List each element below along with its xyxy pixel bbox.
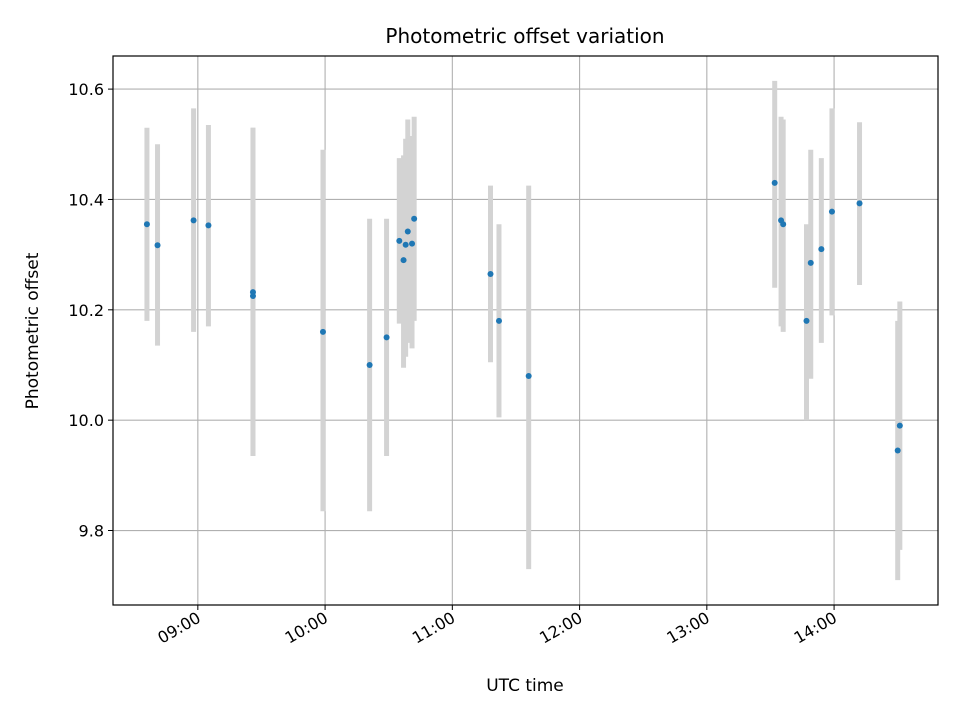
y-axis-title: Photometric offset [23,252,43,409]
y-tick-label: 9.8 [79,522,104,541]
data-point [396,237,403,244]
data-point [409,240,416,247]
data-point [780,221,787,228]
data-point [383,334,390,341]
data-point [205,222,212,229]
data-point [143,221,150,228]
y-tick-label: 10.0 [68,411,104,430]
y-tick-label: 10.6 [68,80,104,99]
data-point [807,259,814,266]
data-point [154,242,161,249]
data-point [411,215,418,222]
data-point [894,447,901,454]
data-point [487,270,494,277]
data-point [402,241,409,248]
data-point [249,293,256,300]
data-point [495,317,502,324]
y-tick-label: 10.4 [68,190,104,209]
data-point [896,422,903,429]
data-point [525,373,532,380]
data-point [190,217,197,224]
data-point [404,228,411,235]
data-point [771,179,778,186]
data-markers [143,179,903,454]
y-tick-label: 10.2 [68,301,104,320]
plot-area [113,56,938,605]
data-point [803,317,810,324]
x-axis-title: UTC time [486,676,564,696]
data-point [400,257,407,264]
data-point [319,328,326,335]
data-point [818,246,825,253]
chart-title: Photometric offset variation [385,24,664,48]
data-point [366,361,373,368]
plot-frame [112,55,939,606]
data-point [856,200,863,207]
data-point [828,208,835,215]
